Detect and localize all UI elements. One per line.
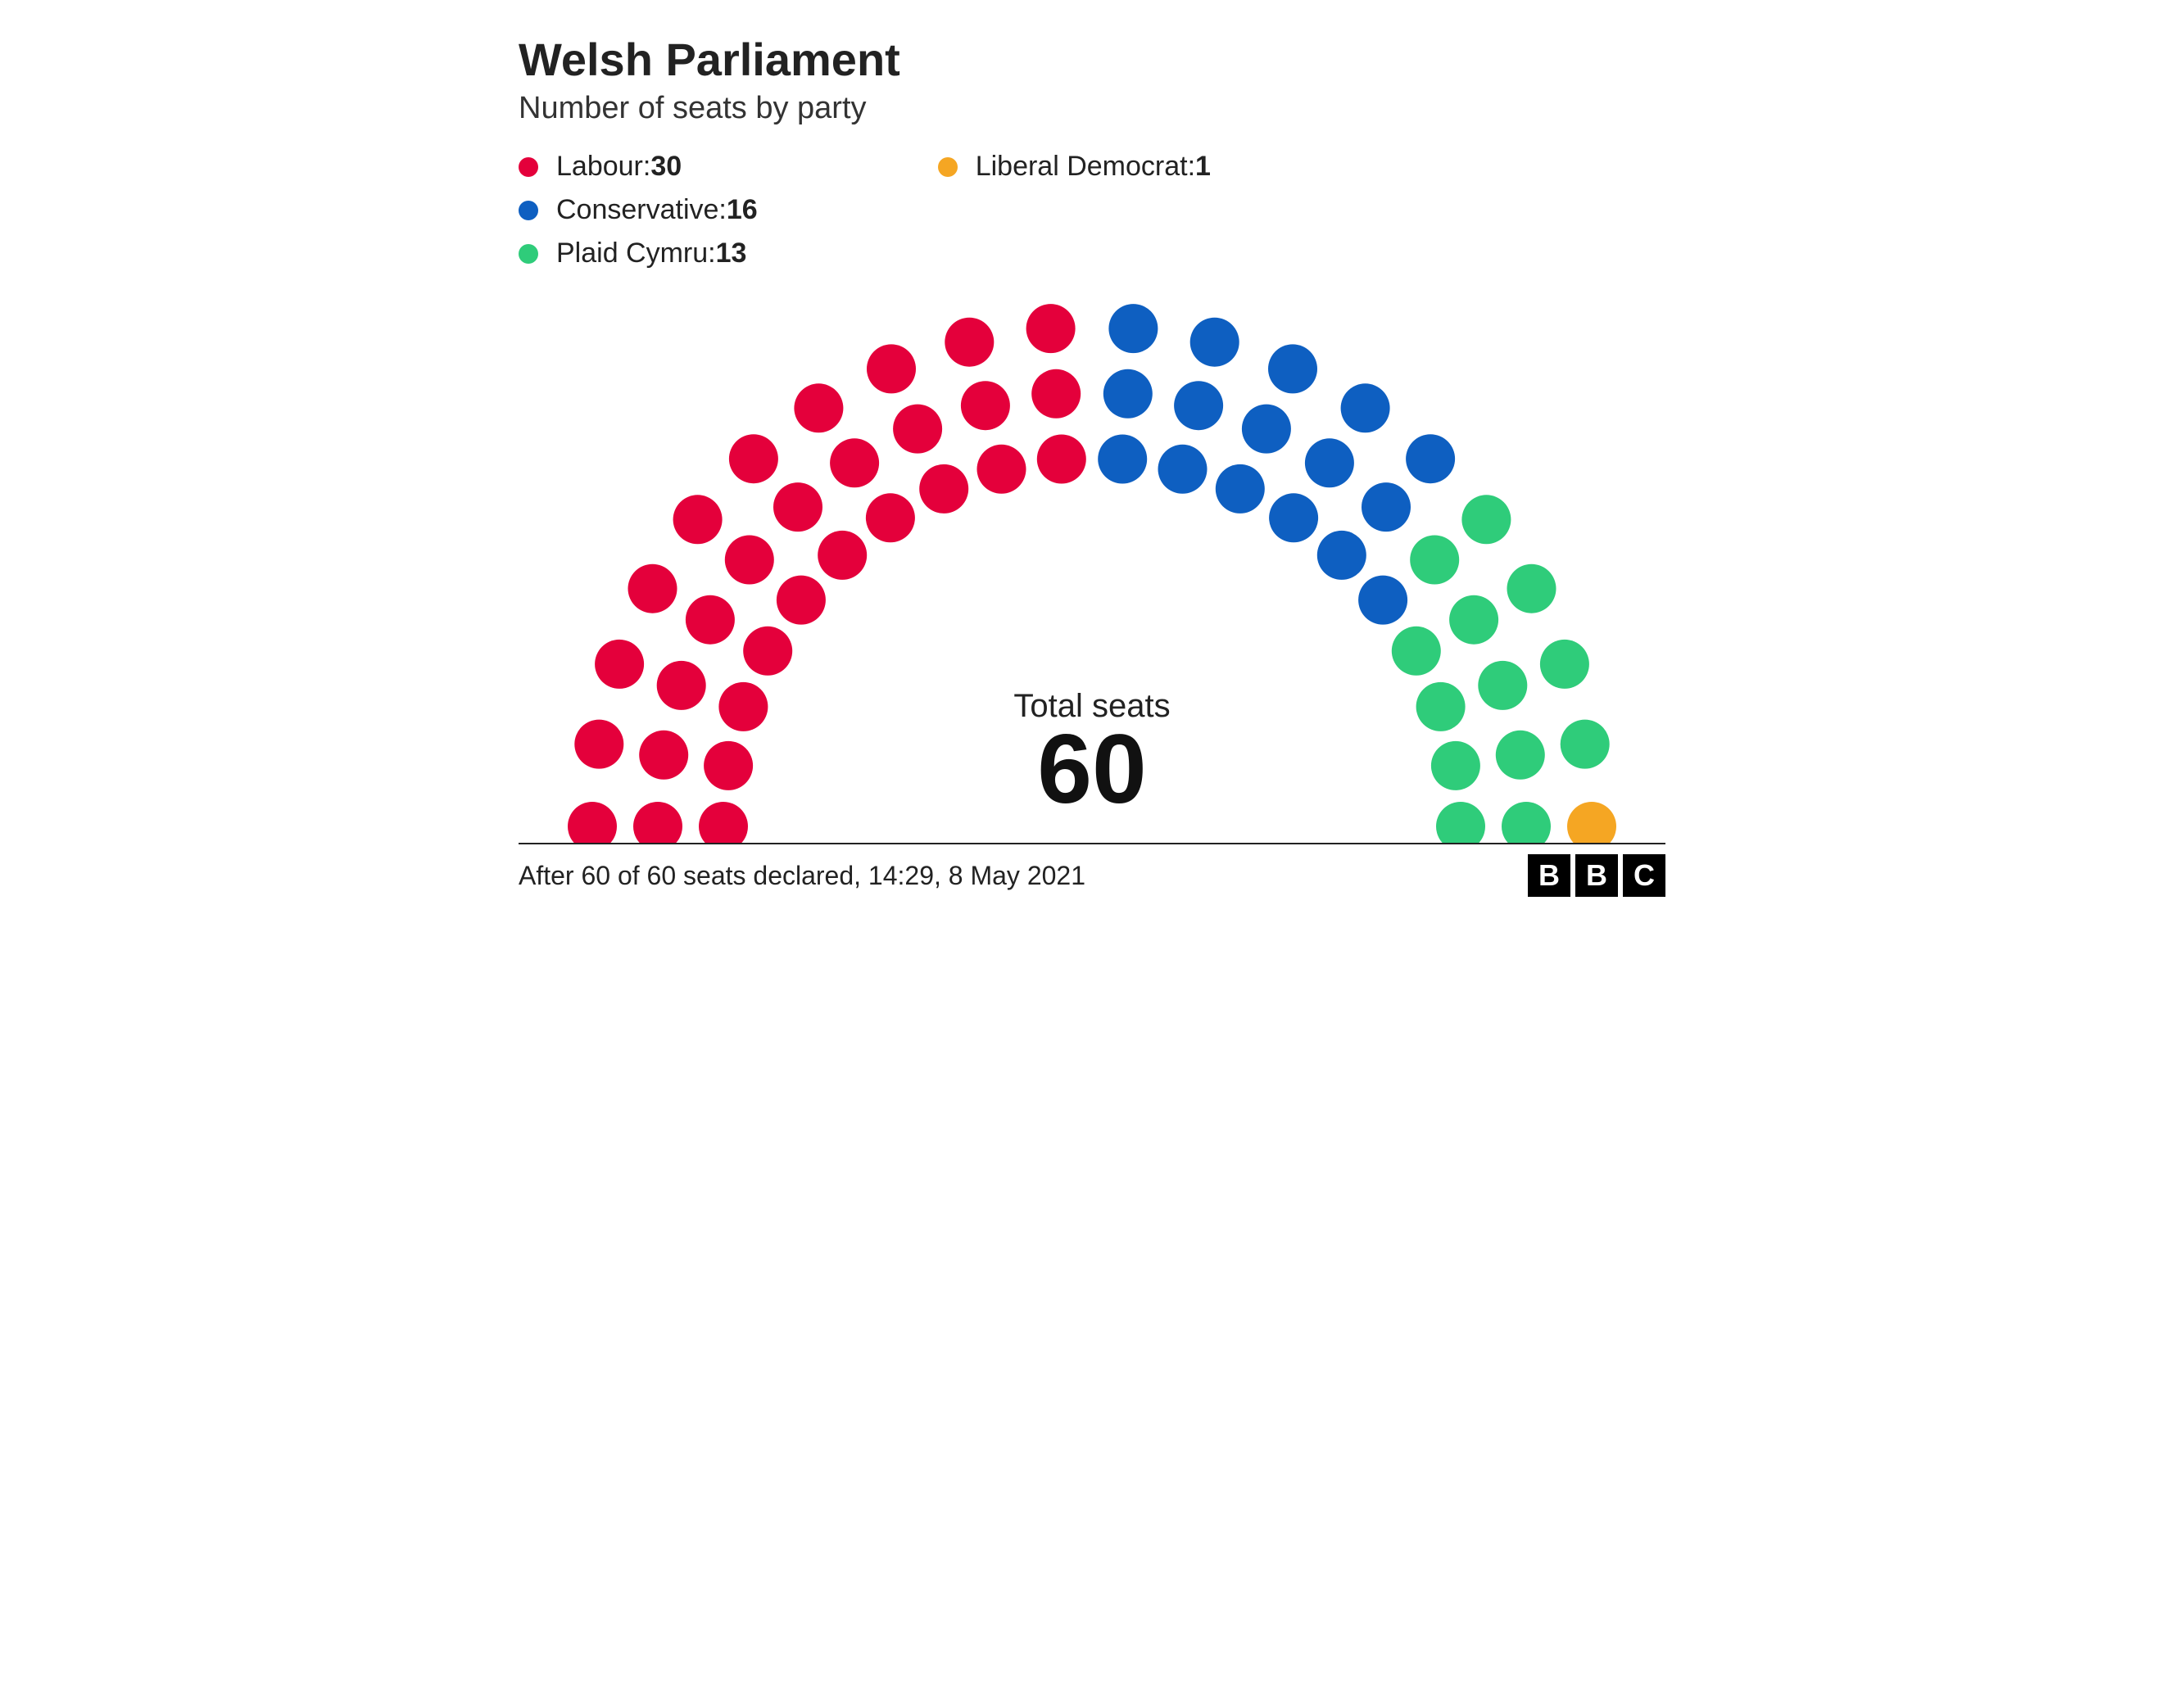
seat-dot xyxy=(1431,741,1480,790)
seat-dot xyxy=(1507,564,1556,613)
total-block: Total seats 60 xyxy=(1013,688,1170,818)
seat-dot xyxy=(1242,405,1291,454)
seat-dot xyxy=(945,318,994,367)
seat-dot xyxy=(866,493,915,542)
seat-dot xyxy=(1108,304,1158,353)
seat-dot xyxy=(1410,536,1459,585)
seat-dot xyxy=(977,445,1026,494)
legend-label: Labour: xyxy=(556,151,650,183)
seat-dot xyxy=(1392,627,1441,676)
legend-label: Liberal Democrat: xyxy=(976,151,1195,183)
bbc-logo-box: C xyxy=(1623,854,1665,897)
seat-dot xyxy=(1305,438,1354,487)
legend-count: 1 xyxy=(1195,151,1211,183)
legend-dot xyxy=(938,157,958,177)
seat-dot xyxy=(1158,445,1208,494)
legend-dot xyxy=(519,157,538,177)
chart-subtitle: Number of seats by party xyxy=(519,91,1665,126)
seat-dot xyxy=(818,531,867,580)
seat-dot xyxy=(830,438,879,487)
legend-col-1: Labour: 30 Conservative: 16 Plaid Cymru: 1… xyxy=(519,151,758,269)
legend-dot xyxy=(519,201,538,220)
seat-dot xyxy=(961,381,1010,430)
seat-dot xyxy=(686,595,735,645)
seat-dot xyxy=(1561,720,1610,769)
seat-dot xyxy=(1478,661,1527,710)
seat-dot xyxy=(1103,369,1153,419)
seat-dot xyxy=(633,802,682,843)
seat-dot xyxy=(743,627,792,676)
seat-dot xyxy=(699,802,748,843)
legend-item-libdem: Liberal Democrat: 1 xyxy=(938,151,1211,183)
seat-dot xyxy=(1496,731,1545,780)
seat-dot xyxy=(1502,802,1551,843)
footer: After 60 of 60 seats declared, 14:29, 8 … xyxy=(519,843,1665,897)
seat-dot xyxy=(595,640,644,689)
footer-text: After 60 of 60 seats declared, 14:29, 8 … xyxy=(519,861,1085,891)
legend-label: Conservative: xyxy=(556,194,727,226)
seat-dot xyxy=(1037,435,1086,484)
bbc-logo: BBC xyxy=(1528,854,1665,897)
bbc-logo-box: B xyxy=(1528,854,1570,897)
seat-dot xyxy=(1416,682,1466,731)
seat-dot xyxy=(704,741,753,790)
seat-dot xyxy=(919,464,968,514)
seat-dot xyxy=(1406,434,1455,483)
seat-dot xyxy=(673,495,723,544)
seat-dot xyxy=(718,682,768,731)
seat-dot xyxy=(657,661,706,710)
legend-label: Plaid Cymru: xyxy=(556,238,716,269)
seat-dot xyxy=(729,434,778,483)
legend-item-labour: Labour: 30 xyxy=(519,151,758,183)
seat-dot xyxy=(1031,369,1081,419)
legend-dot xyxy=(519,244,538,264)
seat-dot xyxy=(1026,304,1076,353)
seat-dot xyxy=(777,576,826,625)
legend-count: 16 xyxy=(727,194,758,226)
seat-dot xyxy=(794,383,843,432)
seat-dot xyxy=(867,344,916,393)
seat-dot xyxy=(574,720,623,769)
seat-dot xyxy=(1461,495,1511,544)
bbc-logo-box: B xyxy=(1575,854,1618,897)
seat-dot xyxy=(568,802,617,843)
seat-dot xyxy=(1190,318,1239,367)
legend-count: 30 xyxy=(650,151,682,183)
seat-dot xyxy=(893,405,942,454)
seat-dot xyxy=(1216,464,1265,514)
total-number: 60 xyxy=(1013,720,1170,818)
seat-dot xyxy=(1358,576,1407,625)
chart-container: Welsh Parliament Number of seats by part… xyxy=(519,33,1665,897)
seat-dot xyxy=(639,731,688,780)
seat-dot xyxy=(1449,595,1498,645)
hemicycle-wrap: Total seats 60 xyxy=(519,286,1665,843)
seat-dot xyxy=(773,482,822,532)
seat-dot xyxy=(1567,802,1616,843)
seat-dot xyxy=(1317,531,1366,580)
chart-title: Welsh Parliament xyxy=(519,33,1665,86)
legend-col-2: Liberal Democrat: 1 xyxy=(938,151,1211,269)
legend-item-plaid: Plaid Cymru: 13 xyxy=(519,238,758,269)
legend-count: 13 xyxy=(716,238,747,269)
seat-dot xyxy=(1269,493,1318,542)
seat-dot xyxy=(1098,435,1147,484)
seat-dot xyxy=(1268,344,1317,393)
seat-dot xyxy=(1362,482,1411,532)
seat-dot xyxy=(1540,640,1589,689)
seat-dot xyxy=(628,564,677,613)
legend-item-conservative: Conservative: 16 xyxy=(519,194,758,226)
seat-dot xyxy=(725,536,774,585)
legend: Labour: 30 Conservative: 16 Plaid Cymru: 1… xyxy=(519,151,1665,269)
seat-dot xyxy=(1341,383,1390,432)
seat-dot xyxy=(1436,802,1485,843)
seat-dot xyxy=(1174,381,1223,430)
